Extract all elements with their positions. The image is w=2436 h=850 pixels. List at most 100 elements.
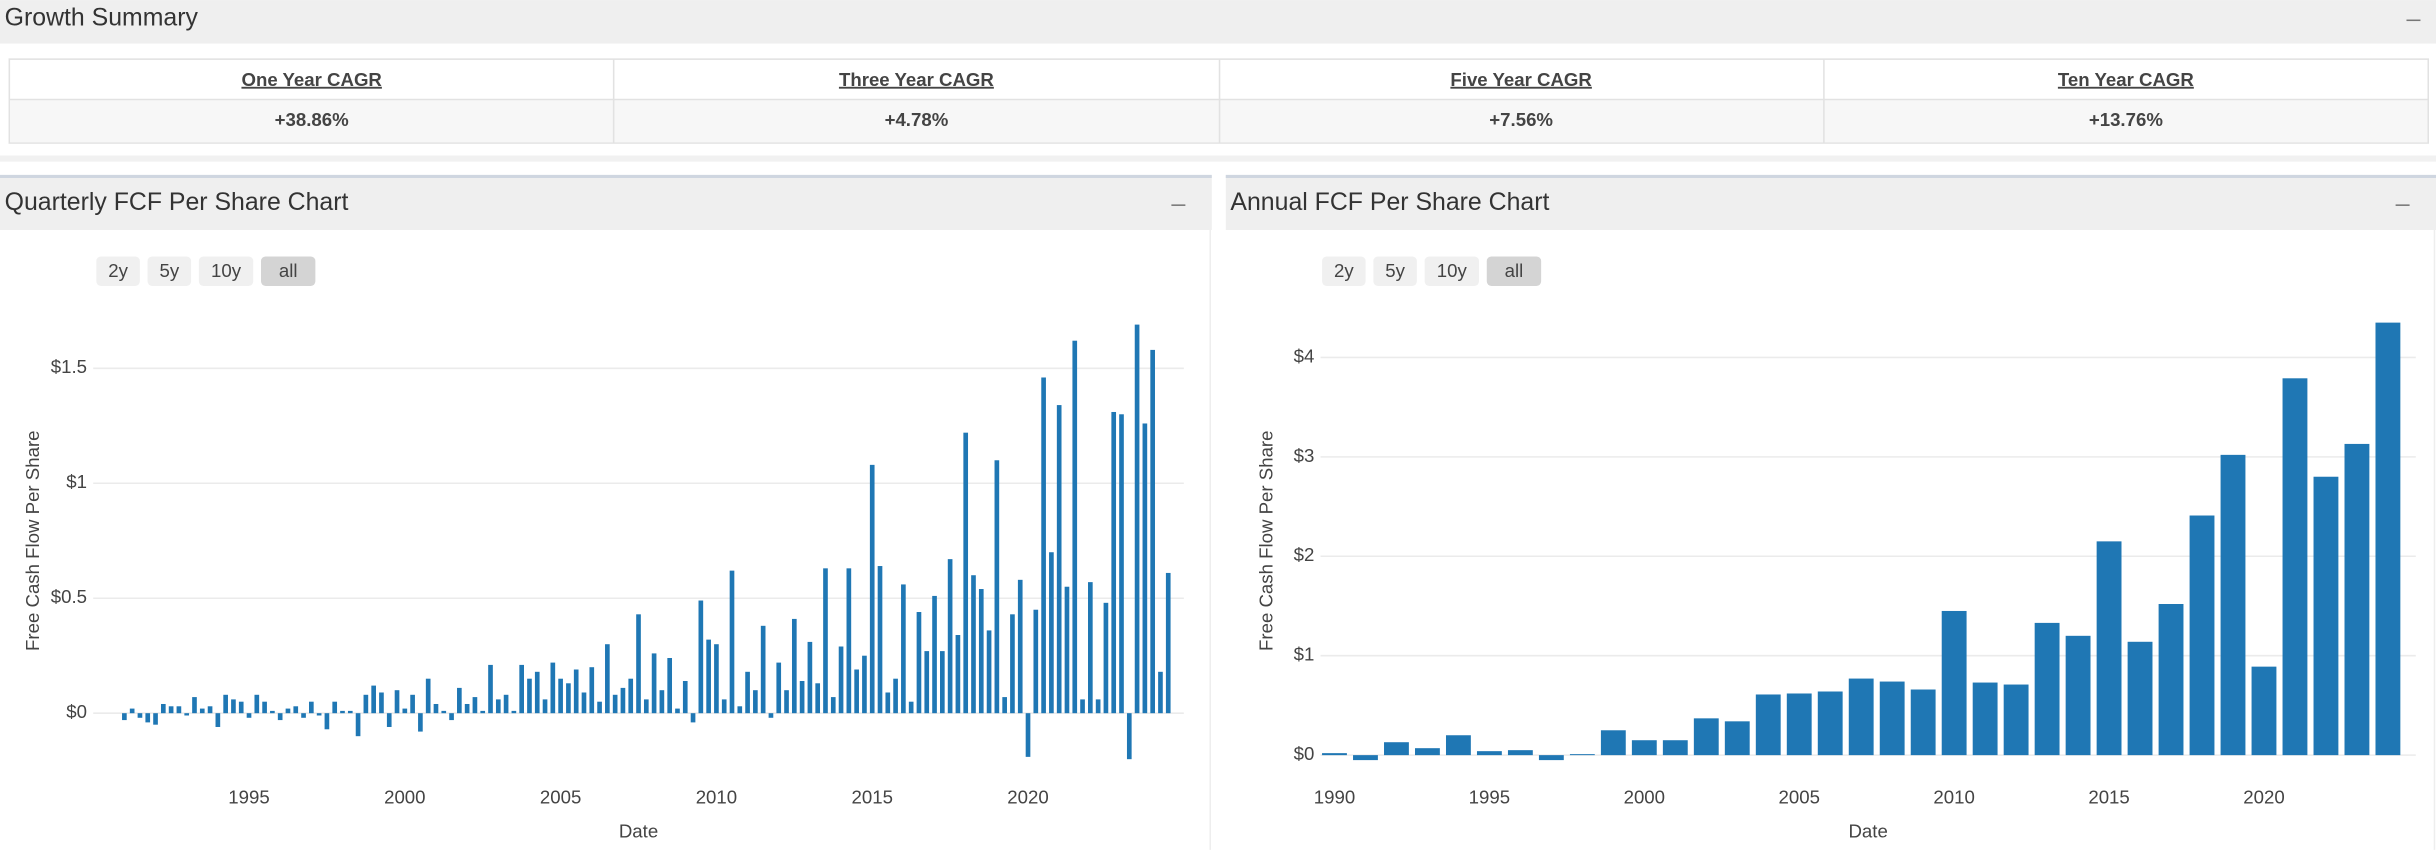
y-tick-label: $3 bbox=[1294, 445, 1315, 466]
bar bbox=[254, 694, 260, 714]
bar bbox=[908, 701, 914, 714]
panel-header bbox=[0, 175, 1212, 231]
bar bbox=[791, 618, 797, 714]
range-button[interactable] bbox=[261, 256, 316, 286]
bar bbox=[534, 671, 540, 714]
bar bbox=[2220, 454, 2246, 756]
bar bbox=[706, 639, 711, 714]
bar bbox=[316, 713, 322, 716]
y-tick-label: $1 bbox=[1294, 644, 1315, 665]
bar bbox=[1662, 740, 1688, 756]
range-button[interactable] bbox=[147, 256, 192, 286]
x-axis-label: Date bbox=[619, 821, 658, 842]
bar bbox=[2127, 641, 2153, 756]
bar bbox=[122, 713, 127, 721]
bar bbox=[939, 651, 945, 714]
bar bbox=[285, 708, 291, 714]
bar bbox=[2158, 604, 2184, 756]
bar bbox=[760, 625, 766, 714]
bar bbox=[472, 697, 478, 714]
bar bbox=[589, 667, 595, 714]
bar bbox=[620, 687, 626, 714]
bar bbox=[184, 713, 190, 716]
bar bbox=[2282, 378, 2308, 756]
bar bbox=[581, 692, 587, 714]
bar bbox=[1017, 579, 1023, 714]
bar bbox=[2344, 443, 2370, 756]
range-button[interactable] bbox=[1424, 256, 1479, 286]
x-tick-label: 2015 bbox=[2088, 787, 2129, 808]
bar bbox=[2003, 684, 2029, 756]
bar bbox=[776, 662, 782, 714]
y-tick-label: $4 bbox=[1294, 345, 1315, 366]
bar bbox=[340, 710, 345, 714]
bar bbox=[145, 713, 151, 723]
bar bbox=[799, 680, 805, 714]
bar bbox=[862, 655, 867, 714]
bar bbox=[916, 612, 922, 714]
bar bbox=[1538, 755, 1564, 761]
bar bbox=[932, 595, 937, 714]
bar bbox=[1631, 740, 1657, 756]
bar bbox=[1088, 582, 1093, 714]
bar bbox=[869, 464, 875, 714]
range-button-label[interactable]: 10y bbox=[1437, 260, 1468, 281]
bar bbox=[1056, 405, 1062, 714]
bar bbox=[379, 692, 384, 714]
x-tick-label: 2005 bbox=[540, 787, 581, 808]
bar bbox=[542, 699, 548, 714]
bar bbox=[1786, 693, 1812, 756]
y-tick-label: $2 bbox=[1294, 544, 1315, 565]
bar bbox=[682, 680, 688, 714]
bar bbox=[347, 710, 353, 714]
bar bbox=[955, 635, 961, 714]
range-button[interactable] bbox=[198, 256, 254, 286]
range-button-label[interactable]: 5y bbox=[1385, 260, 1405, 281]
bar bbox=[488, 664, 493, 714]
bar bbox=[612, 694, 618, 714]
range-button-label[interactable]: all bbox=[1505, 260, 1524, 281]
bar bbox=[262, 701, 267, 714]
bar bbox=[309, 701, 314, 714]
summary-value: +7.56% bbox=[1489, 109, 1553, 130]
bar bbox=[971, 575, 976, 714]
range-button[interactable] bbox=[1486, 256, 1542, 286]
bar bbox=[153, 713, 158, 725]
panel-title: Annual FCF Per Share Chart bbox=[1230, 189, 1549, 216]
range-button-label[interactable]: 10y bbox=[211, 260, 242, 281]
bar bbox=[651, 653, 657, 714]
bar bbox=[947, 559, 953, 714]
bar bbox=[1322, 753, 1347, 756]
summary-header-cell: One Year CAGR bbox=[241, 69, 382, 90]
range-button[interactable] bbox=[1373, 256, 1417, 286]
range-button-label[interactable]: all bbox=[279, 260, 298, 281]
x-tick-label: 2005 bbox=[1779, 787, 1820, 808]
bar bbox=[1384, 742, 1409, 756]
range-button-label[interactable]: 5y bbox=[160, 260, 180, 281]
range-button[interactable] bbox=[96, 256, 140, 286]
bar bbox=[573, 669, 579, 714]
bar bbox=[332, 701, 338, 714]
range-button-label[interactable]: 2y bbox=[1334, 260, 1354, 281]
bar bbox=[215, 713, 221, 727]
bar bbox=[363, 694, 369, 714]
y-axis-label: Free Cash Flow Per Share bbox=[22, 430, 43, 650]
x-tick-label: 2000 bbox=[384, 787, 425, 808]
bar bbox=[503, 694, 509, 714]
bar bbox=[449, 713, 454, 721]
panel-title: Quarterly FCF Per Share Chart bbox=[5, 189, 349, 216]
bar bbox=[1095, 699, 1101, 714]
bar bbox=[737, 706, 743, 714]
bar bbox=[1150, 349, 1155, 714]
bar bbox=[1910, 689, 1936, 756]
bar bbox=[1126, 713, 1132, 760]
range-button[interactable] bbox=[1322, 256, 1366, 286]
bar bbox=[807, 641, 813, 714]
bar bbox=[160, 703, 166, 714]
separator bbox=[0, 155, 2436, 162]
bar bbox=[511, 710, 517, 714]
bar bbox=[402, 708, 408, 714]
y-tick-label: $0 bbox=[1294, 743, 1315, 764]
bar bbox=[519, 664, 524, 714]
range-button-label[interactable]: 2y bbox=[108, 260, 128, 281]
